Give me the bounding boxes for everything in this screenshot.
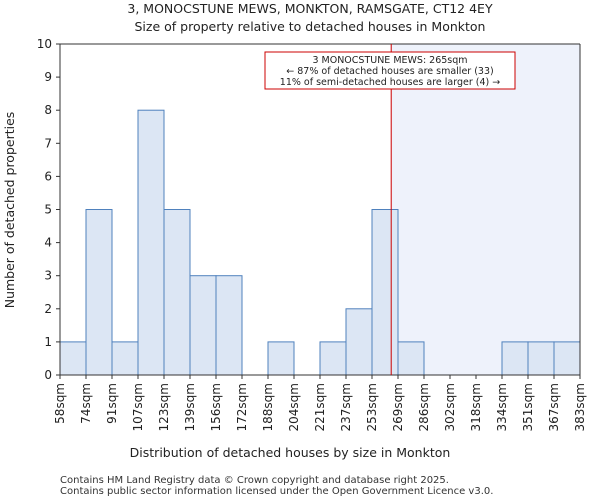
y-tick-label: 7 [44,136,52,150]
x-tick-label: 237sqm [339,383,353,431]
bar-91sqm [111,341,139,376]
y-tick-label: 1 [44,335,52,349]
chart-subtitle: Size of property relative to detached ho… [135,19,486,34]
bar-58sqm [59,341,87,376]
annotation-line-3: 11% of semi-detached houses are larger (… [280,77,500,88]
bar-269sqm [397,341,425,376]
x-tick-label: 383sqm [573,383,587,431]
highlight-region [391,44,580,375]
x-tick-label: 123sqm [157,383,171,431]
y-tick-label: 5 [44,203,52,217]
x-tick-label: 351sqm [521,383,535,431]
footer-line-1: Contains HM Land Registry data © Crown c… [60,475,449,486]
bar-221sqm [319,341,347,376]
bar-367sqm [553,341,581,376]
y-tick-label: 4 [44,236,52,250]
y-tick-label: 2 [44,302,52,316]
bar-253sqm [371,209,399,376]
x-tick-label: 188sqm [261,383,275,431]
bar-123sqm [163,209,191,376]
x-tick-label: 318sqm [469,383,483,431]
x-tick-label: 58sqm [53,383,67,424]
x-tick-label: 172sqm [235,383,249,431]
x-tick-label: 91sqm [105,383,119,424]
x-tick-label: 367sqm [547,383,561,431]
x-tick-label: 334sqm [495,383,509,431]
y-tick-label: 6 [44,169,52,183]
x-tick-label: 156sqm [209,383,223,431]
bar-139sqm [189,275,217,376]
footer-line-2: Contains public sector information licen… [60,486,493,497]
bar-334sqm [501,341,529,376]
y-tick-label: 8 [44,103,52,117]
y-tick-label: 3 [44,269,52,283]
annotation-box [264,51,516,90]
x-tick-label: 302sqm [443,383,457,431]
y-tick-label: 9 [44,70,52,84]
annotation-line-2: ← 87% of detached houses are smaller (33… [286,66,493,77]
x-tick-label: 204sqm [287,383,301,431]
x-tick-label: 269sqm [391,383,405,431]
bar-188sqm [267,341,295,376]
plot-area: 0 1 2 3 4 5 6 7 8 9 10 58sqm 74sqm 91sqm 107sqm 123sqm 1… [37,37,587,431]
bar-74sqm [85,209,113,376]
chart-title: 3, MONOCSTUNE MEWS, MONKTON, RAMSGATE, C… [127,1,493,16]
x-axis-label: Distribution of detached houses by size … [130,445,451,460]
y-axis-label: Number of detached properties [2,112,17,309]
bar-351sqm [527,341,555,376]
x-tick-label: 286sqm [417,383,431,431]
bar-237sqm [345,308,373,376]
annotation-line-1: 3 MONOCSTUNE MEWS: 265sqm [312,55,467,66]
x-tick-label: 253sqm [365,383,379,431]
x-tick-label: 221sqm [313,383,327,431]
x-tick-label: 74sqm [79,383,93,424]
y-tick-label: 0 [44,368,52,382]
y-tick-label: 10 [37,37,52,51]
bar-107sqm [137,109,165,376]
x-tick-label: 139sqm [183,383,197,431]
x-tick-label: 107sqm [131,383,145,431]
bar-156sqm [215,275,243,376]
